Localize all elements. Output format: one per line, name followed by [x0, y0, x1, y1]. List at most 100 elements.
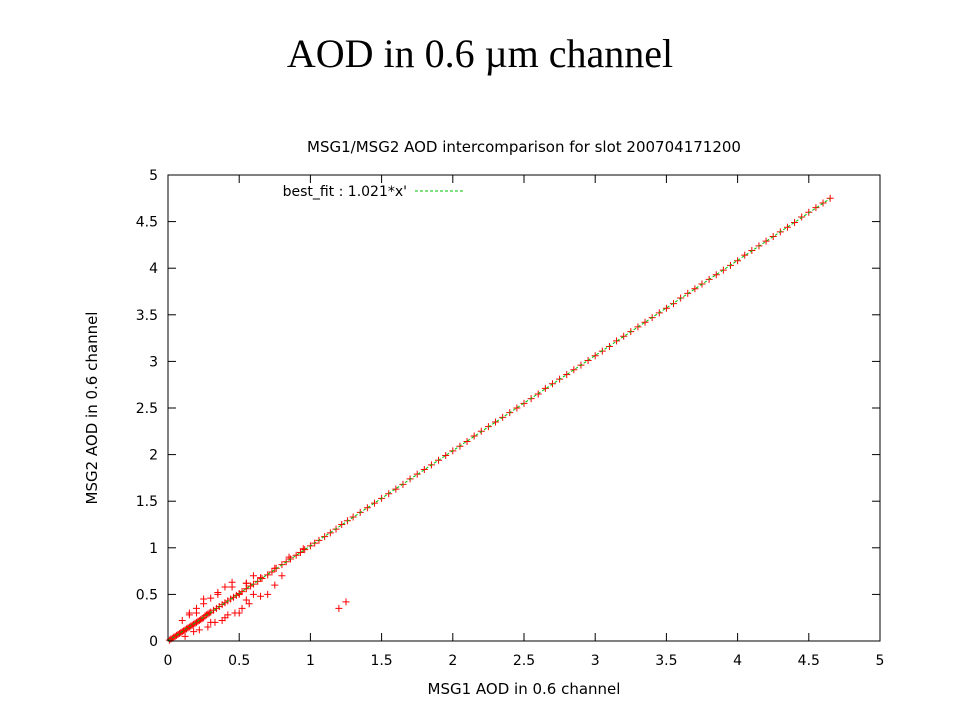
x-tick-label: 3.5 — [655, 653, 677, 669]
data-point — [338, 521, 346, 528]
data-point — [268, 568, 276, 576]
x-tick-label: 1.5 — [370, 653, 392, 669]
x-tick-label: 2 — [448, 653, 457, 669]
data-point — [235, 609, 243, 617]
y-tick-label: 5 — [149, 168, 158, 184]
data-point — [392, 485, 400, 493]
x-tick-label: 3 — [591, 653, 600, 669]
x-tick-label: 0 — [164, 653, 173, 669]
data-point — [221, 614, 229, 622]
y-tick-label: 3 — [149, 354, 158, 370]
data-point — [570, 366, 578, 374]
data-point — [242, 579, 250, 587]
fit-line-group — [167, 198, 831, 642]
data-point — [249, 572, 257, 580]
x-tick-label: 1 — [306, 653, 315, 669]
data-point — [192, 609, 200, 617]
data-point — [204, 623, 212, 631]
data-point — [238, 604, 246, 612]
data-point — [235, 590, 243, 598]
data-point — [819, 199, 827, 207]
data-point — [420, 466, 428, 474]
x-tick-label: 4.5 — [798, 653, 820, 669]
data-point — [257, 592, 265, 600]
data-point — [207, 618, 215, 626]
data-point — [492, 418, 500, 426]
data-point — [264, 571, 272, 579]
x-tick-label: 5 — [876, 653, 885, 669]
data-point — [762, 237, 770, 245]
y-tick-label: 1.5 — [136, 494, 158, 510]
y-tick-label: 0 — [149, 634, 158, 650]
data-point — [563, 370, 571, 378]
data-point — [257, 574, 265, 582]
data-point — [207, 594, 215, 602]
fit-line — [167, 198, 831, 642]
data-point — [285, 553, 293, 561]
legend-label: best_fit : 1.021*x' — [283, 184, 407, 200]
data-point — [335, 604, 343, 612]
x-tick-label: 2.5 — [513, 653, 535, 669]
data-point — [264, 590, 272, 598]
y-tick-label: 4.5 — [136, 215, 158, 231]
x-axis-label: MSG1 AOD in 0.6 channel — [428, 680, 621, 698]
data-point — [463, 438, 471, 446]
data-point — [221, 583, 229, 591]
data-point — [712, 271, 720, 279]
data-point — [249, 590, 257, 598]
data-point — [791, 219, 799, 227]
data-point — [301, 546, 309, 554]
data-point — [513, 404, 521, 412]
data-point — [205, 609, 213, 617]
data-point — [214, 590, 222, 598]
data-point — [195, 626, 203, 634]
data-point — [783, 223, 791, 231]
y-tick-label: 2.5 — [136, 401, 158, 417]
data-point — [520, 399, 528, 407]
data-point — [200, 595, 208, 603]
data-point — [826, 194, 834, 202]
data-point — [363, 504, 371, 512]
data-point — [734, 257, 742, 265]
plot-points — [165, 194, 834, 644]
y-tick-label: 4 — [149, 261, 158, 277]
data-point — [296, 548, 304, 556]
y-tick-label: 1 — [149, 541, 158, 557]
slide-title: AOD in 0.6 µm channel — [286, 31, 674, 76]
data-point — [613, 337, 621, 345]
x-axis: 0 0.5 1 1.5 2 2.5 3 3.5 4 4.5 5 — [164, 175, 885, 669]
data-point — [178, 616, 186, 624]
data-point — [741, 251, 749, 259]
data-point — [798, 213, 806, 221]
data-point — [541, 384, 549, 392]
y-tick-label: 2 — [149, 448, 158, 464]
data-point — [442, 452, 450, 460]
data-point — [278, 572, 286, 580]
data-point — [242, 596, 250, 604]
x-tick-label: 0.5 — [228, 653, 250, 669]
y-axis-label: MSG2 AOD in 0.6 channel — [83, 312, 101, 505]
data-point — [641, 318, 649, 326]
data-point — [342, 598, 350, 606]
data-point — [185, 609, 193, 617]
y-tick-label: 0.5 — [136, 587, 158, 603]
data-point — [228, 583, 236, 591]
data-point — [181, 632, 189, 640]
data-point — [620, 332, 628, 340]
data-point — [470, 432, 478, 440]
data-point — [190, 628, 198, 636]
data-point — [413, 470, 421, 478]
y-tick-label: 3.5 — [136, 308, 158, 324]
legend: best_fit : 1.021*x' — [283, 184, 465, 200]
chart-title: MSG1/MSG2 AOD intercomparison for slot 2… — [307, 138, 741, 156]
data-point — [812, 204, 820, 212]
data-point — [662, 304, 670, 312]
data-point — [271, 581, 279, 589]
data-point — [591, 352, 599, 360]
x-tick-label: 4 — [733, 653, 742, 669]
data-point — [245, 600, 253, 608]
data-point — [292, 551, 300, 559]
data-point — [370, 499, 378, 507]
y-axis: 0 0.5 1 1.5 2 2.5 3 3.5 4 4.5 5 — [136, 168, 880, 650]
